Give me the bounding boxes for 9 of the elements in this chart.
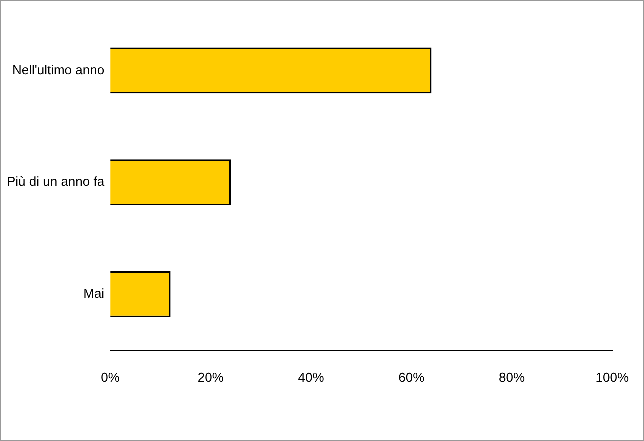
- y-tick-label: Più di un anno fa: [7, 174, 106, 190]
- x-tick-label: 0%: [101, 370, 120, 385]
- x-tick-label: 20%: [198, 370, 224, 385]
- x-tick-label: 100%: [596, 370, 630, 385]
- y-tick-label: Mai: [84, 286, 105, 302]
- x-tick-label: 60%: [398, 370, 426, 385]
- x-tick-label: 80%: [499, 370, 526, 385]
- y-tick-label: Nell'ultimo anno: [12, 62, 105, 78]
- x-tick-label: 40%: [298, 370, 325, 385]
